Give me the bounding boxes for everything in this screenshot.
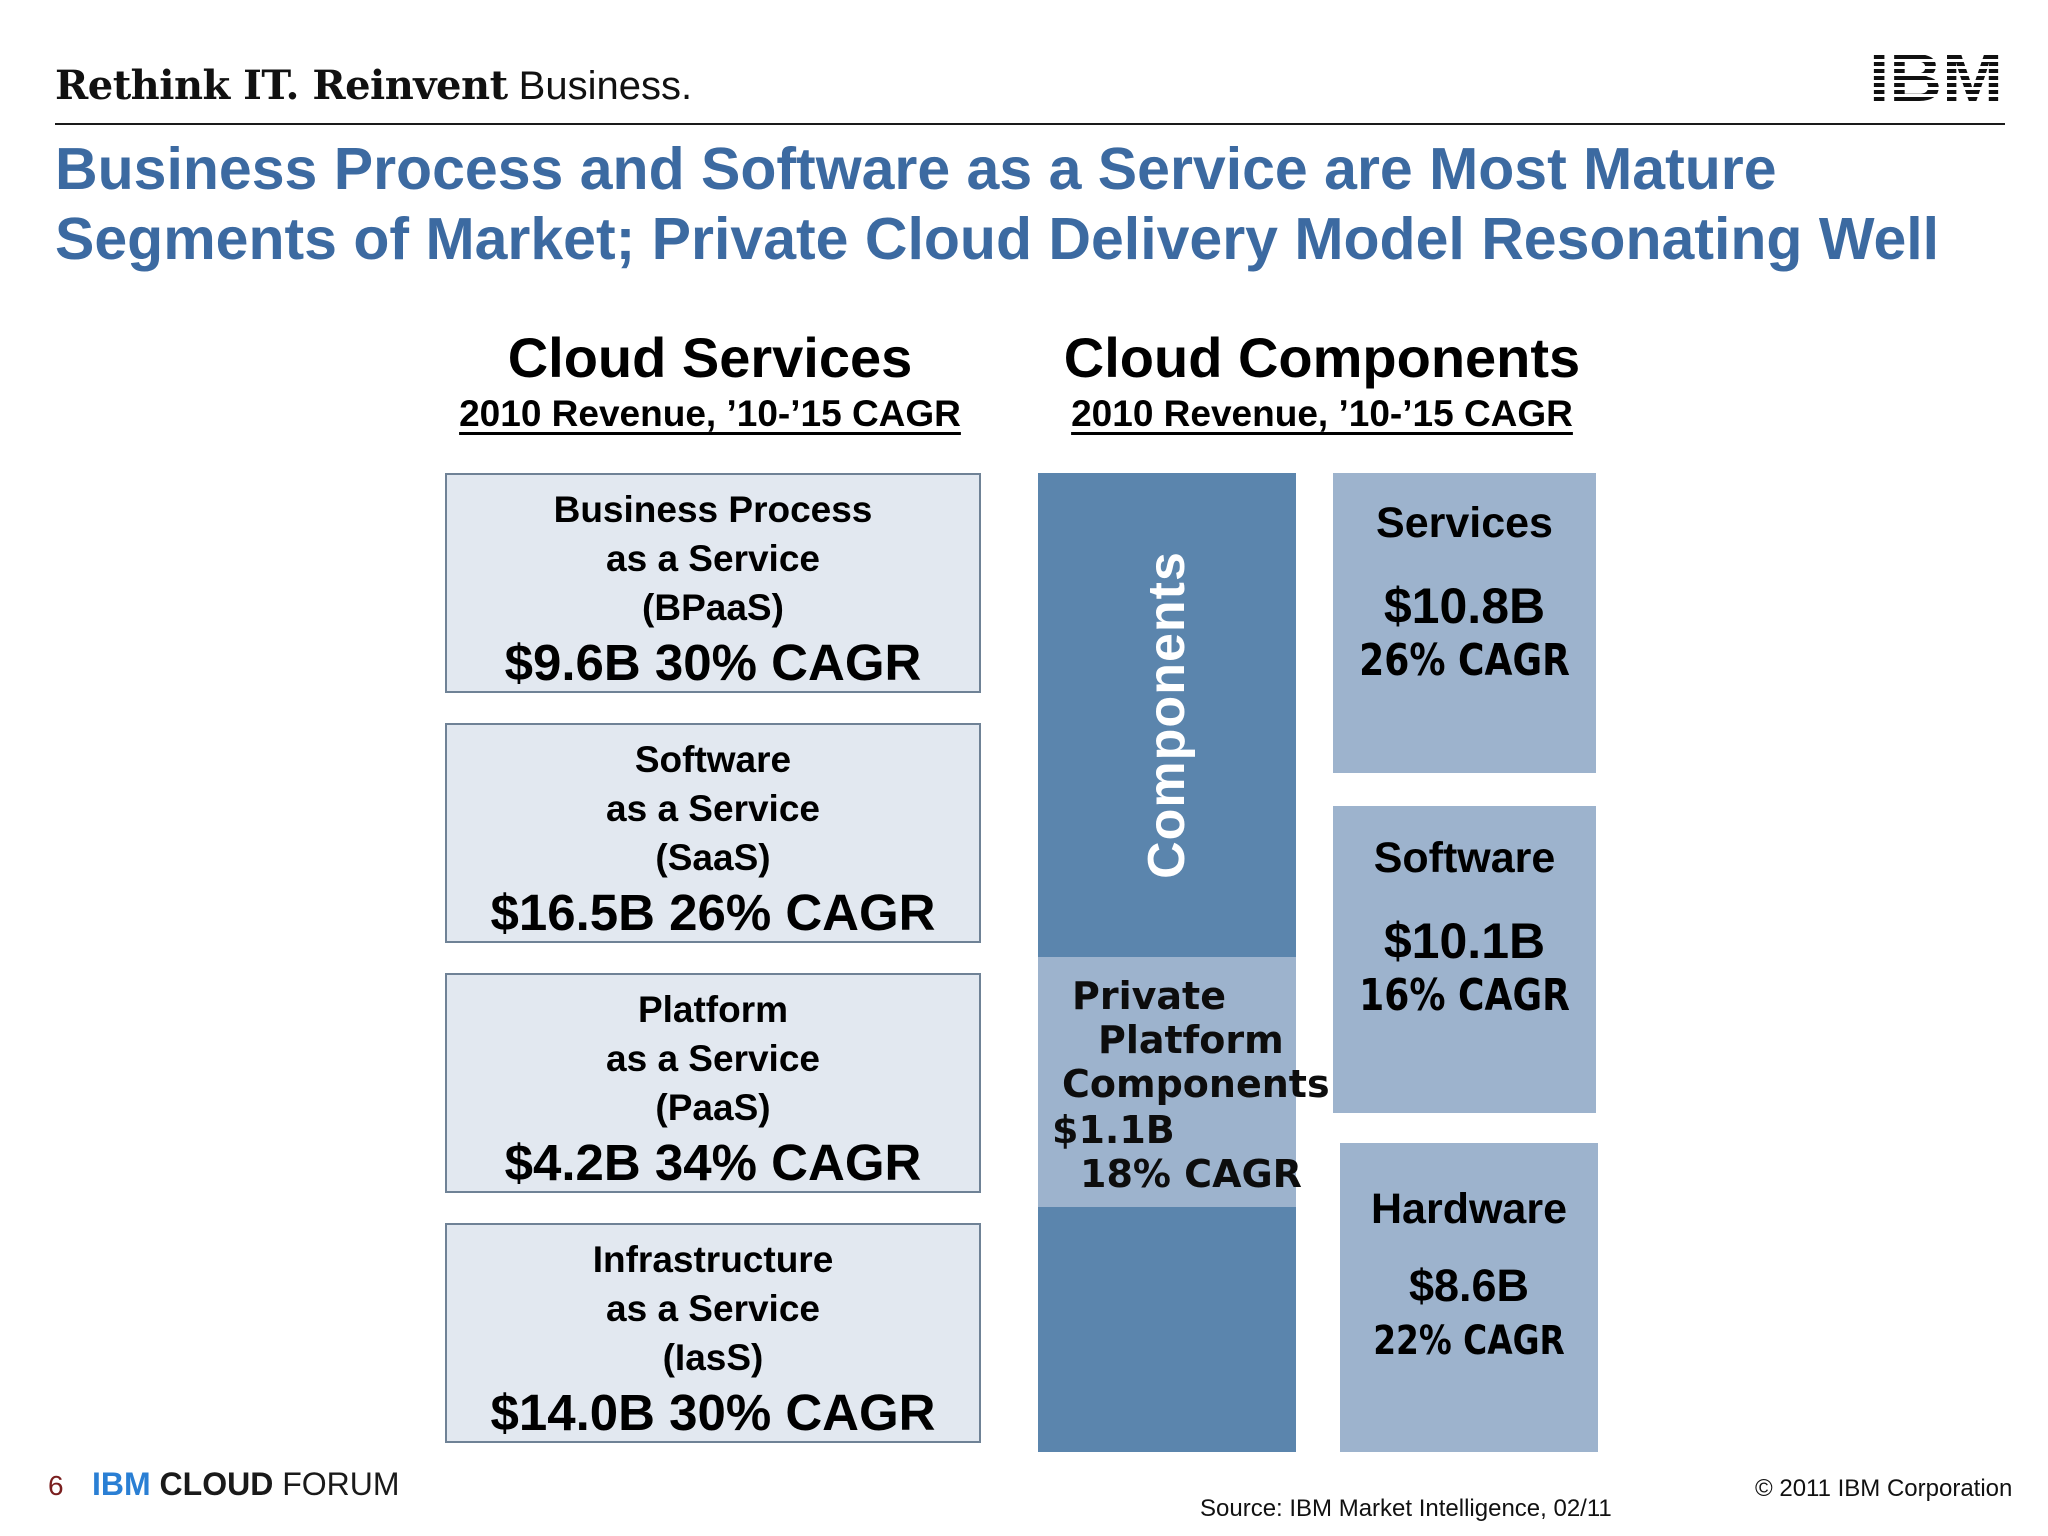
- private-platform-components-box: [1038, 957, 1296, 1207]
- page-number: 6: [48, 1470, 64, 1501]
- saas-figure: $16.5B 26% CAGR: [490, 884, 936, 941]
- svg-text:IBM: IBM: [1869, 48, 2003, 104]
- tagline-regular: Business.: [507, 64, 693, 108]
- private-platform-cagr: 18% CAGR: [1080, 1152, 1302, 1196]
- services-segment-box: Services $10.8B 26% CAGR: [1333, 473, 1596, 773]
- tagline-bold: Rethink IT. Reinvent: [55, 62, 508, 109]
- components-column-bottom: [1038, 1207, 1296, 1452]
- cloud-services-title: Cloud Services: [507, 326, 913, 389]
- private-platform-line-3: Components: [1062, 1062, 1330, 1106]
- paas-figure: $4.2B 34% CAGR: [504, 1134, 922, 1191]
- header-rule: [55, 123, 2005, 125]
- cloud-components-title: Cloud Components: [1063, 326, 1581, 389]
- hardware-segment-cagr: 22% CAGR: [1373, 1318, 1565, 1364]
- private-platform-amount: $1.1B: [1052, 1108, 1175, 1152]
- services-segment-amount: $10.8B: [1383, 578, 1546, 634]
- ibm-cloud-forum-label: IBM CLOUD FORUM: [92, 1466, 400, 1502]
- iaas-figure: $14.0B 30% CAGR: [490, 1384, 936, 1441]
- cloud-services-heading: Cloud Services 2010 Revenue, ’10-’15 CAG…: [400, 325, 1020, 437]
- ibm-logo: IBM: [1869, 48, 2003, 104]
- cloud-services-subtitle: 2010 Revenue, ’10-’15 CAGR: [459, 393, 961, 434]
- paas-box: Platform as a Service (PaaS) $4.2B 34% C…: [445, 973, 981, 1193]
- components-column-top: [1038, 473, 1296, 957]
- components-vertical-label: Components: [1138, 551, 1197, 879]
- software-segment-amount: $10.1B: [1383, 913, 1546, 969]
- services-segment-name: Services: [1376, 499, 1553, 547]
- private-platform-line-1: Private: [1072, 974, 1226, 1018]
- bpaas-figure: $9.6B 30% CAGR: [504, 634, 922, 691]
- slide-title: Business Process and Software as a Servi…: [55, 134, 2015, 274]
- software-segment-name: Software: [1373, 834, 1556, 882]
- tagline: Rethink IT. Reinvent Business.: [55, 62, 692, 110]
- slide-title-line-1: Business Process and Software as a Servi…: [55, 136, 1777, 202]
- bpaas-box: Business Process as a Service (BPaaS) $9…: [445, 473, 981, 693]
- hardware-segment-amount: $8.6B: [1408, 1260, 1530, 1311]
- cloud-components-heading: Cloud Components 2010 Revenue, ’10-’15 C…: [1012, 325, 1632, 437]
- iaas-box: Infrastructure as a Service (IasS) $14.0…: [445, 1223, 981, 1443]
- private-platform-line-2: Platform: [1098, 1018, 1284, 1062]
- services-segment-cagr: 26% CAGR: [1359, 635, 1570, 686]
- cloud-components-subtitle: 2010 Revenue, ’10-’15 CAGR: [1071, 393, 1573, 434]
- software-segment-cagr: 16% CAGR: [1359, 970, 1570, 1021]
- hardware-segment-box: Hardware $8.6B 22% CAGR: [1340, 1143, 1598, 1452]
- copyright-notice: © 2011 IBM Corporation: [1755, 1475, 2013, 1502]
- source-note: Source: IBM Market Intelligence, 02/11: [1200, 1495, 1612, 1522]
- software-segment-box: Software $10.1B 16% CAGR: [1333, 806, 1596, 1113]
- slide-title-line-2: Segments of Market; Private Cloud Delive…: [55, 206, 1940, 272]
- hardware-segment-name: Hardware: [1371, 1185, 1567, 1233]
- saas-box: Software as a Service (SaaS) $16.5B 26% …: [445, 723, 981, 943]
